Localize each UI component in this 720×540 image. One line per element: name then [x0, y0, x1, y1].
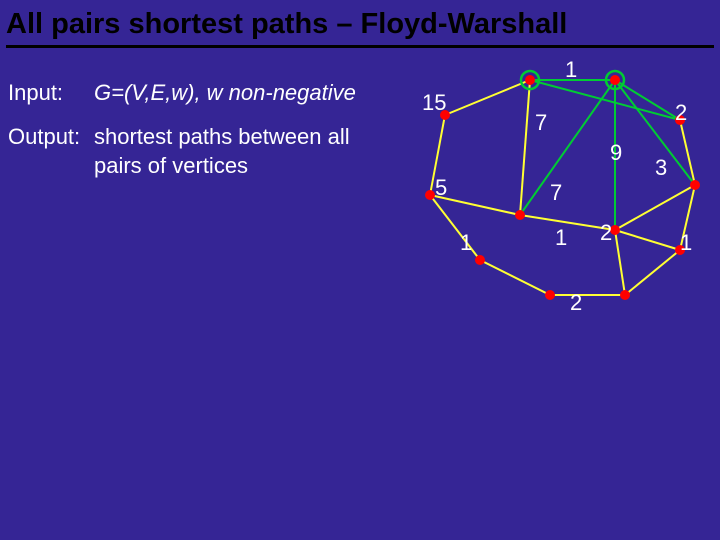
edge-weight: 15	[422, 90, 446, 116]
output-label: Output:	[8, 122, 94, 181]
graph-edge	[445, 80, 530, 115]
graph-edge	[615, 230, 680, 250]
graph-node	[690, 180, 700, 190]
graph-edge	[615, 80, 680, 120]
edge-weight: 3	[655, 155, 667, 181]
io-block: Input: G=(V,E,w), w non-negative Output:…	[8, 78, 394, 195]
edge-weight: 1	[680, 230, 692, 256]
graph-edge	[615, 185, 695, 230]
graph-diagram: 1 15 7 2 9 3 5 7 1 1 2 1 2	[400, 60, 700, 320]
edge-weight: 7	[550, 180, 562, 206]
graph-edge	[520, 80, 530, 215]
graph-node	[515, 210, 525, 220]
title-text: All pairs shortest paths – Floyd-Warshal…	[6, 8, 567, 40]
graph-node	[425, 190, 435, 200]
edge-weight: 5	[435, 175, 447, 201]
edge-weight: 2	[600, 220, 612, 246]
edge-weight: 7	[535, 110, 547, 136]
input-text: G=(V,E,w), w non-negative	[94, 78, 356, 108]
graph-edge	[520, 80, 615, 215]
graph-node	[475, 255, 485, 265]
input-row: Input: G=(V,E,w), w non-negative	[8, 78, 394, 108]
graph-node	[620, 290, 630, 300]
graph-edge	[480, 260, 550, 295]
edge-weight: 9	[610, 140, 622, 166]
slide-title: All pairs shortest paths – Floyd-Warshal…	[6, 8, 714, 48]
output-row: Output: shortest paths between all pairs…	[8, 122, 394, 181]
graph-edge	[530, 80, 680, 120]
edge-weight: 2	[675, 100, 687, 126]
edge-weight: 1	[460, 230, 472, 256]
edge-weight: 2	[570, 290, 582, 316]
edge-weight: 1	[555, 225, 567, 251]
graph-node	[525, 75, 535, 85]
input-label: Input:	[8, 78, 94, 108]
graph-edge	[615, 230, 625, 295]
graph-node	[610, 75, 620, 85]
output-text: shortest paths between all pairs of vert…	[94, 122, 394, 181]
graph-node	[545, 290, 555, 300]
graph-edge	[625, 250, 680, 295]
edge-weight: 1	[565, 57, 577, 83]
